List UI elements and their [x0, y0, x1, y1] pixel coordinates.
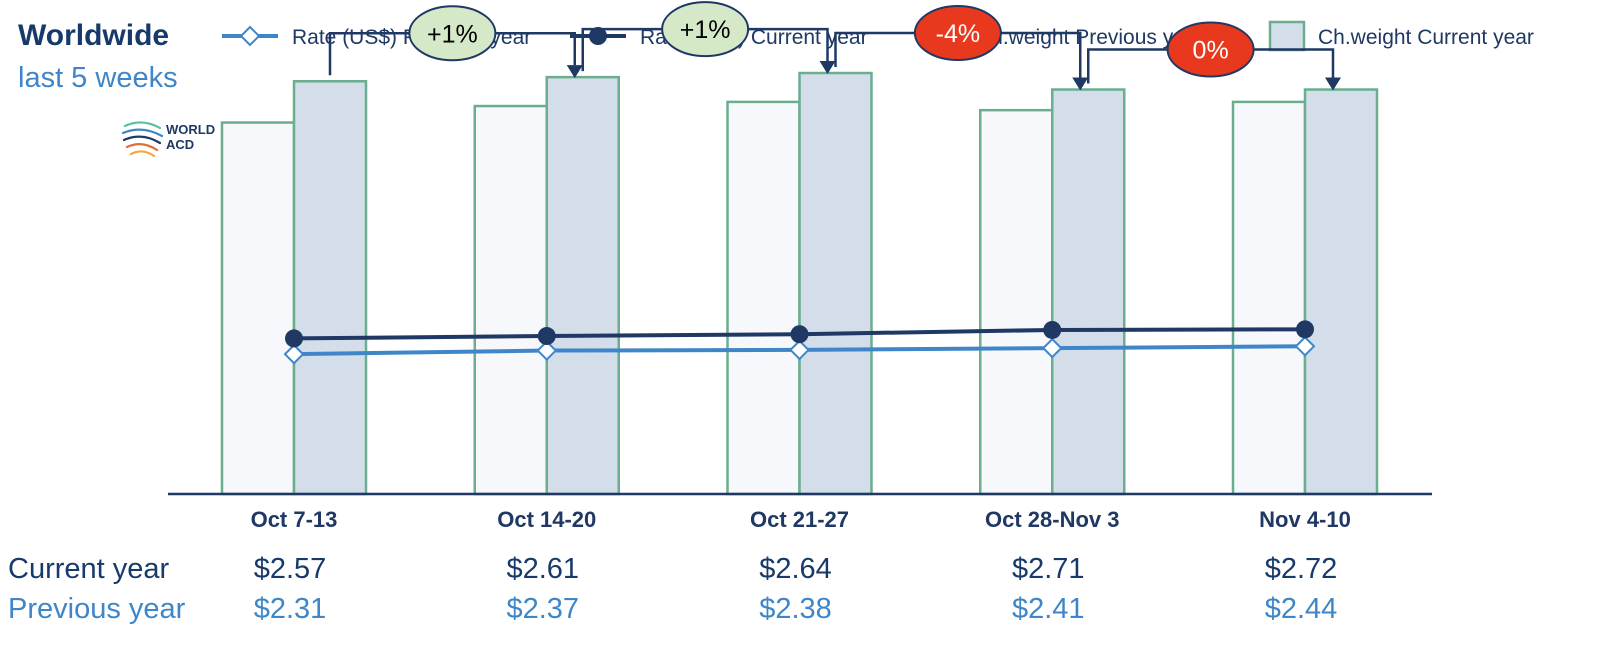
- rate-point-previous-2: [789, 339, 810, 361]
- connector-arrow-icon-0: [566, 65, 583, 79]
- rate-point-current-1: [537, 327, 556, 346]
- change-badge-1: [661, 1, 750, 58]
- bar-cur-3: [1051, 88, 1126, 496]
- change-badge-2: [913, 5, 1002, 62]
- x-tick-label-3: Oct 28-Nov 3: [985, 507, 1120, 532]
- logo-text-line1: WORLD: [166, 122, 215, 137]
- chart-title: Worldwide: [18, 19, 169, 52]
- bar-prev-4: [1231, 100, 1307, 496]
- table-previous-value-4: $2.44: [1265, 593, 1338, 625]
- world-acd-logo: WORLD ACD: [121, 121, 215, 158]
- rate-point-previous-4: [1294, 335, 1316, 357]
- change-badge-label-0: +1%: [427, 20, 478, 48]
- rate-table: Current year Previous year $2.57 $2.61 $2.64…: [8, 553, 1337, 625]
- legend-swatch-3: [1268, 20, 1306, 52]
- logo-text-line2: ACD: [166, 137, 194, 152]
- change-connectors: +1% +1% -4% 0%: [328, 1, 1341, 91]
- change-badge-3: [1166, 21, 1255, 78]
- connector-arrow-icon-1: [819, 61, 836, 75]
- legend-marker-diamond-icon-0: [239, 25, 261, 47]
- change-connector-2: -4%: [834, 5, 1089, 91]
- rate-point-current-0: [285, 329, 303, 348]
- change-connector-0: +1%: [328, 5, 583, 79]
- change-badge-0: [408, 5, 497, 62]
- x-tick-label-4: Nov 4-10: [1259, 507, 1351, 532]
- change-connector-1: +1%: [581, 1, 836, 75]
- row-label-current: Current year: [8, 553, 170, 585]
- x-tick-label-2: Oct 21-27: [750, 507, 849, 532]
- logo-swirl-icon: [121, 121, 164, 158]
- x-axis-labels: Oct 7-13 Oct 14-20 Oct 21-27 Oct 28-Nov 3 No…: [251, 507, 1351, 532]
- change-badge-label-3: 0%: [1193, 37, 1229, 65]
- legend-label-3: Ch.weight Current year: [1318, 26, 1534, 49]
- bars-group: [220, 71, 1379, 496]
- bar-prev-1: [473, 104, 548, 496]
- bar-prev-3: [979, 108, 1054, 496]
- table-current-value-1: $2.61: [506, 553, 579, 585]
- chart-subtitle: last 5 weeks: [18, 62, 178, 94]
- table-previous-value-1: $2.37: [506, 593, 579, 625]
- bar-cur-2: [798, 71, 873, 496]
- rate-point-current-2: [790, 325, 809, 344]
- rate-point-current-3: [1043, 320, 1062, 339]
- table-current-value-0: $2.57: [254, 553, 327, 585]
- rate-point-current-4: [1296, 320, 1314, 339]
- table-previous-value-3: $2.41: [1012, 593, 1085, 625]
- connector-arrow-icon-3: [1325, 77, 1341, 91]
- x-tick-label-1: Oct 14-20: [497, 507, 596, 532]
- table-current-value-2: $2.64: [759, 553, 832, 585]
- bar-cur-0: [292, 80, 368, 496]
- bar-prev-2: [726, 100, 801, 496]
- change-connector-3: 0%: [1087, 21, 1341, 91]
- bar-prev-0: [220, 121, 296, 496]
- legend-marker-circle-icon-1: [589, 27, 607, 45]
- rate-lines: [283, 320, 1316, 365]
- legend-label-2: Ch.weight Previous year: [976, 26, 1204, 49]
- row-label-previous: Previous year: [8, 593, 186, 625]
- bar-cur-4: [1303, 88, 1379, 496]
- table-current-value-4: $2.72: [1265, 553, 1338, 585]
- change-badge-label-1: +1%: [680, 16, 731, 44]
- table-previous-value-2: $2.38: [759, 593, 832, 625]
- legend-item-3: Ch.weight Current year: [1268, 20, 1534, 52]
- table-current-value-3: $2.71: [1012, 553, 1085, 585]
- connector-arrow-icon-2: [1072, 77, 1089, 91]
- rate-point-previous-0: [283, 343, 305, 365]
- change-badge-label-2: -4%: [936, 20, 980, 48]
- rate-point-previous-1: [536, 340, 558, 361]
- x-tick-label-0: Oct 7-13: [251, 507, 338, 532]
- table-previous-value-0: $2.31: [254, 593, 327, 625]
- rate-point-previous-3: [1041, 337, 1063, 359]
- bar-cur-1: [545, 75, 620, 496]
